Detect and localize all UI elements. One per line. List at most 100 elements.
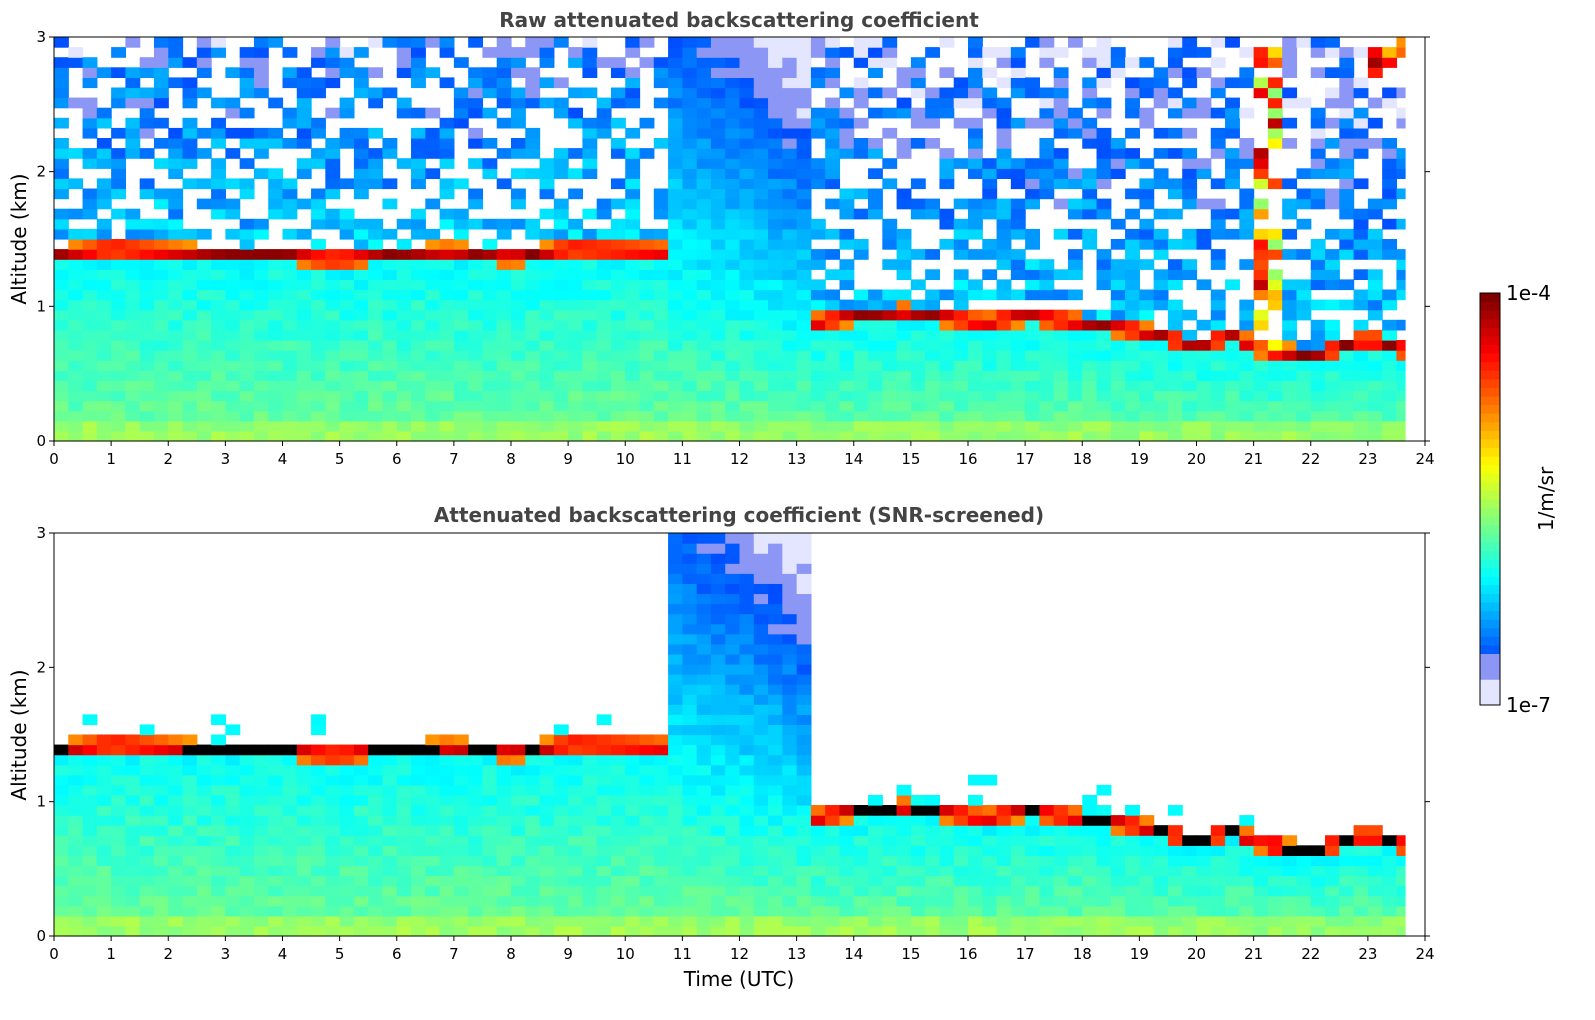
- heatmap-cell: [710, 794, 726, 806]
- heatmap-cell: [925, 289, 941, 301]
- heatmap-cell: [239, 218, 255, 230]
- heatmap-cell: [596, 905, 612, 917]
- heatmap-cell: [910, 390, 926, 402]
- heatmap-cell: [582, 269, 598, 280]
- heatmap-cell: [710, 815, 726, 826]
- heatmap-cell: [211, 208, 226, 220]
- heatmap-cell: [710, 279, 726, 291]
- heatmap-cell: [753, 885, 769, 897]
- heatmap-cell: [982, 835, 998, 846]
- heatmap-cell: [839, 390, 855, 402]
- heatmap-cell: [325, 107, 341, 119]
- raw-y-axis-label: Altitude (km): [7, 173, 31, 304]
- heatmap-cell: [239, 269, 255, 280]
- heatmap-cell: [710, 370, 726, 381]
- heatmap-cell: [696, 684, 712, 695]
- heatmap-cell: [211, 269, 226, 280]
- heatmap-cell: [639, 57, 655, 68]
- heatmap-cell: [668, 895, 683, 907]
- heatmap-cell: [553, 158, 569, 169]
- heatmap-cell: [368, 218, 384, 230]
- heatmap-cell: [1353, 107, 1369, 119]
- heatmap-cell: [725, 390, 741, 402]
- heatmap-cell: [710, 714, 726, 726]
- heatmap-cell: [1367, 97, 1383, 109]
- heatmap-cell: [496, 805, 512, 816]
- heatmap-cell: [211, 289, 226, 301]
- heatmap-cell: [625, 380, 641, 392]
- heatmap-cell: [168, 37, 184, 48]
- heatmap-cell: [1367, 198, 1383, 210]
- heatmap-cell: [411, 168, 426, 179]
- heatmap-cell: [453, 249, 469, 260]
- heatmap-cell: [54, 158, 69, 169]
- heatmap-cell: [610, 87, 626, 99]
- heatmap-cell: [739, 158, 755, 169]
- heatmap-cell: [1139, 400, 1155, 412]
- heatmap-cell: [682, 370, 698, 381]
- heatmap-cell: [1253, 410, 1269, 422]
- heatmap-cell: [1196, 865, 1212, 877]
- heatmap-cell: [810, 309, 826, 321]
- heatmap-cell: [796, 724, 812, 736]
- heatmap-cell: [739, 299, 755, 311]
- heatmap-cell: [696, 77, 712, 89]
- heatmap-cell: [1396, 885, 1406, 897]
- heatmap-cell: [268, 329, 284, 341]
- heatmap-cell: [1367, 57, 1383, 68]
- colorbar-step: [1480, 524, 1500, 534]
- heatmap-cell: [782, 309, 798, 321]
- heatmap-cell: [1110, 420, 1126, 432]
- heatmap-cell: [710, 188, 726, 200]
- heatmap-cell: [553, 168, 569, 179]
- heatmap-cell: [1239, 845, 1255, 856]
- heatmap-cell: [796, 875, 812, 887]
- heatmap-cell: [796, 533, 812, 544]
- heatmap-cell: [925, 400, 941, 412]
- heatmap-cell: [625, 188, 641, 200]
- heatmap-cell: [1167, 319, 1183, 331]
- x-tick-label: 21: [1244, 450, 1263, 468]
- heatmap-cell: [953, 390, 969, 402]
- heatmap-cell: [253, 259, 269, 270]
- heatmap-cell: [768, 350, 783, 361]
- heatmap-cell: [425, 410, 441, 422]
- heatmap-cell: [796, 47, 812, 58]
- heatmap-cell: [396, 380, 412, 392]
- heatmap-cell: [1139, 218, 1155, 230]
- heatmap-cell: [353, 168, 369, 179]
- heatmap-cell: [782, 360, 798, 371]
- heatmap-cell: [1196, 350, 1212, 361]
- heatmap-cell: [1339, 340, 1355, 351]
- heatmap-cell: [596, 309, 612, 321]
- heatmap-cell: [568, 420, 584, 432]
- heatmap-cell: [1353, 865, 1369, 877]
- heatmap-cell: [925, 815, 941, 826]
- heatmap-cell: [996, 340, 1012, 351]
- heatmap-cell: [1010, 218, 1026, 230]
- heatmap-cell: [525, 390, 541, 402]
- heatmap-cell: [925, 855, 941, 867]
- heatmap-cell: [868, 805, 883, 816]
- heatmap-cell: [539, 794, 555, 806]
- heatmap-cell: [1082, 420, 1098, 432]
- heatmap-cell: [196, 774, 212, 786]
- heatmap-cell: [1039, 805, 1055, 816]
- heatmap-cell: [1110, 67, 1126, 78]
- heatmap-cell: [82, 319, 98, 331]
- heatmap-cell: [1296, 865, 1312, 877]
- heatmap-cell: [453, 915, 469, 927]
- heatmap-cell: [653, 855, 669, 867]
- heatmap-cell: [111, 815, 127, 826]
- heatmap-cell: [111, 188, 127, 200]
- heatmap-cell: [282, 865, 298, 877]
- heatmap-cell: [54, 400, 69, 412]
- heatmap-cell: [696, 925, 712, 937]
- heatmap-cell: [968, 400, 983, 412]
- heatmap-cell: [511, 380, 526, 392]
- heatmap-cell: [239, 865, 255, 877]
- heatmap-cell: [1167, 410, 1183, 422]
- heatmap-cell: [282, 269, 298, 280]
- heatmap-cell: [682, 269, 698, 280]
- heatmap-cell: [796, 694, 812, 705]
